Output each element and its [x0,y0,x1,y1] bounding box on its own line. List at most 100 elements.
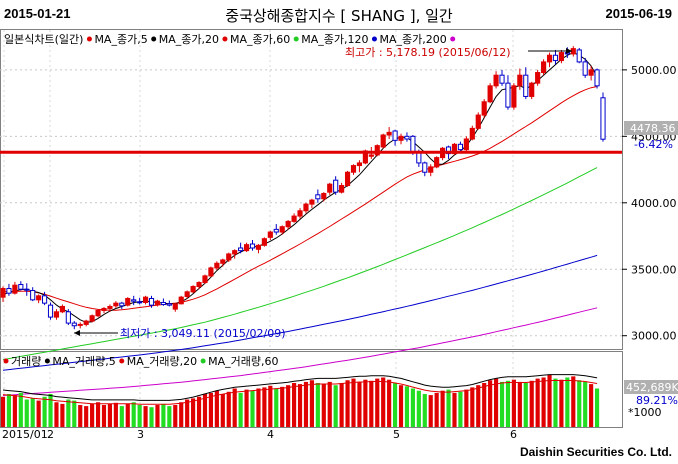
candle [125,297,131,307]
volume-bar [137,405,142,427]
volume-bar [493,378,499,427]
candle [214,261,220,270]
time-tick-label: 3 [137,428,144,441]
volume-bar [583,381,588,427]
candle [291,213,297,223]
volume-bar [155,405,160,427]
time-tick-label: 5 [393,428,400,441]
candle [0,286,6,302]
volume-bar [95,402,101,427]
volume-bar [214,390,219,427]
volume-bar [333,385,338,427]
candle [344,170,351,187]
volume-bar [488,380,493,427]
candle [137,297,143,305]
price-badge-bg [624,121,678,135]
volume-bar [393,383,398,427]
volume-bar [565,377,570,427]
candle [89,314,95,323]
price-tick-label: 4000.00 [631,197,677,210]
candle [184,290,190,299]
volume-bar [18,392,23,427]
volume-bar [511,379,516,427]
volume-bar [315,383,320,427]
candle [142,295,149,305]
volume-bar [398,385,404,427]
candle [59,304,65,314]
time-axis: 2015/01 2 3 4 5 6 [2,428,517,441]
candle [113,301,119,308]
candle [475,112,481,130]
volume-bar [196,396,202,427]
volume-bar [256,388,261,427]
volume-bar [589,384,594,427]
volume-bar [446,389,451,427]
candle [333,176,339,195]
candle [77,322,83,329]
candle [529,81,535,100]
candle [232,249,238,259]
candle [18,281,24,291]
candle [107,304,113,312]
volume-pct: 89.21% [636,394,678,407]
candle [499,69,505,86]
price-panel[interactable] [0,29,623,350]
footer-credit: Daishin Securities Co. Ltd. [519,445,672,459]
volume-bar [208,392,213,427]
volume-bar [363,379,368,427]
volume-bar [42,396,47,427]
volume-bar [339,383,344,427]
candle [154,299,161,307]
volume-bar [125,403,130,427]
price-tick-label: 3000.00 [631,330,677,343]
candle [505,75,511,110]
candle [428,164,434,177]
volume-bar [268,385,273,427]
volume-bar [262,387,267,427]
volume-ma5-line [2,374,598,401]
candle [374,144,380,157]
volume-bar [292,383,297,427]
volume-bar [303,381,309,427]
legend-entry: MA_종가,5 [94,33,147,46]
volume-bar [238,392,243,427]
volume-bar [458,391,463,427]
time-tick-label: 6 [510,428,517,441]
volume-bar [553,378,558,427]
volume-bar [375,378,380,427]
legend-entry: 일본식차트(일간) [4,32,83,46]
candle [463,136,469,151]
candle [404,132,410,142]
volume-bar [428,395,433,427]
candle [243,242,250,252]
volume-bar [54,402,59,427]
candle [42,291,48,306]
volume-bar [24,399,29,427]
volume-bar [434,392,439,427]
volume-bar [226,391,231,427]
candle [517,68,523,90]
volume-bar [143,406,148,427]
candle [434,156,440,169]
volume-bar [410,388,415,427]
candle [273,224,279,235]
volume-panel[interactable] [0,351,623,428]
candle [36,294,42,304]
volume-ma-line [2,374,598,405]
price-tick-label: 5000.00 [631,64,677,77]
volume-bar [594,388,600,427]
time-tick-label: 2 [47,428,54,441]
volume-bar [286,385,291,427]
candle [297,208,303,219]
candle [6,283,12,296]
volume-bar [476,385,481,427]
candle [582,57,588,78]
candle [220,258,226,267]
candle [469,125,475,141]
volume-bar [161,403,166,427]
candle [119,301,125,310]
volume-bar [440,390,445,427]
candle [47,302,54,320]
